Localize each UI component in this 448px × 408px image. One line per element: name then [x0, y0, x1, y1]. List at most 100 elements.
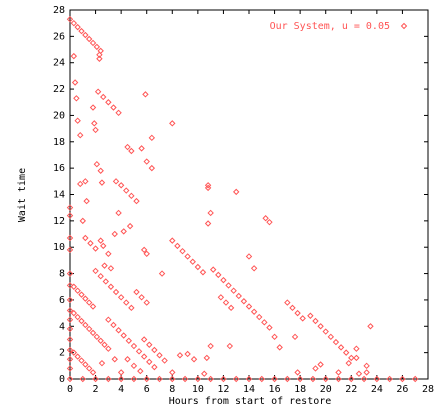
x-tick-label: 10	[192, 384, 204, 395]
y-tick-label: 28	[53, 5, 65, 16]
point	[123, 187, 130, 194]
point	[71, 79, 79, 86]
point	[284, 375, 291, 383]
point	[82, 31, 89, 39]
point	[78, 27, 85, 35]
point	[66, 282, 74, 289]
point	[124, 356, 131, 363]
point	[66, 365, 74, 372]
point	[158, 270, 166, 277]
point	[137, 367, 144, 375]
point	[91, 120, 98, 127]
point	[78, 317, 85, 325]
point	[83, 197, 90, 205]
point	[100, 242, 107, 250]
point	[74, 353, 81, 360]
point	[97, 237, 104, 244]
point	[250, 308, 258, 315]
point	[342, 349, 350, 356]
y-tick-label: 18	[53, 137, 65, 148]
point	[82, 361, 89, 368]
point	[194, 263, 202, 271]
y-tick-label: 8	[59, 269, 65, 280]
point	[74, 313, 81, 321]
point	[66, 204, 74, 211]
point	[207, 209, 214, 217]
point	[312, 365, 319, 372]
x-tick-label: 22	[345, 384, 357, 395]
point	[327, 333, 335, 341]
point	[169, 369, 176, 376]
y-tick-label: 12	[53, 216, 65, 227]
point	[146, 341, 153, 348]
point	[250, 265, 258, 272]
point	[115, 209, 122, 217]
x-tick-label: 18	[294, 384, 306, 395]
point	[105, 99, 112, 106]
point	[66, 325, 74, 333]
point	[140, 336, 148, 343]
point	[194, 375, 202, 383]
point	[230, 287, 237, 294]
x-tick-label: 8	[169, 384, 175, 395]
point	[107, 283, 115, 290]
point	[66, 346, 74, 354]
point	[217, 294, 225, 301]
point	[386, 375, 393, 383]
point	[117, 375, 125, 383]
point	[294, 369, 301, 376]
x-tick-label: 28	[422, 384, 434, 395]
point	[110, 104, 117, 111]
point	[74, 23, 81, 31]
point	[258, 375, 265, 383]
point	[77, 180, 84, 188]
point	[93, 43, 101, 51]
point	[74, 117, 81, 124]
point	[125, 337, 133, 344]
point	[294, 309, 301, 317]
point	[89, 329, 97, 337]
point	[98, 359, 106, 367]
point	[112, 178, 120, 185]
point	[233, 375, 240, 383]
y-tick-label: 2	[59, 348, 65, 359]
point	[97, 167, 104, 174]
point	[256, 313, 263, 321]
point	[128, 304, 135, 312]
point	[143, 250, 150, 258]
point	[105, 345, 112, 352]
x-axis-label: Hours from start of restore	[169, 396, 332, 407]
point	[101, 262, 108, 269]
point	[100, 93, 107, 101]
point	[143, 158, 150, 165]
point	[266, 218, 273, 226]
point	[130, 362, 138, 370]
point	[245, 303, 253, 310]
point	[79, 375, 86, 383]
point	[322, 328, 329, 335]
point	[117, 369, 125, 376]
point	[92, 245, 99, 252]
point	[66, 234, 74, 242]
point	[92, 267, 99, 275]
point	[79, 217, 86, 225]
point	[296, 375, 304, 383]
point	[207, 342, 214, 350]
point	[291, 333, 299, 341]
y-tick-label: 10	[53, 242, 65, 253]
point	[77, 131, 84, 139]
point	[115, 327, 122, 334]
point	[245, 375, 253, 383]
point	[70, 349, 78, 356]
x-tick-label: 4	[118, 384, 124, 395]
point	[266, 324, 273, 331]
point	[105, 250, 112, 258]
point	[96, 51, 103, 59]
point	[105, 375, 112, 383]
point	[92, 126, 99, 134]
point	[412, 375, 419, 383]
point	[225, 282, 232, 289]
plot-frame	[69, 9, 429, 380]
point	[335, 369, 342, 376]
